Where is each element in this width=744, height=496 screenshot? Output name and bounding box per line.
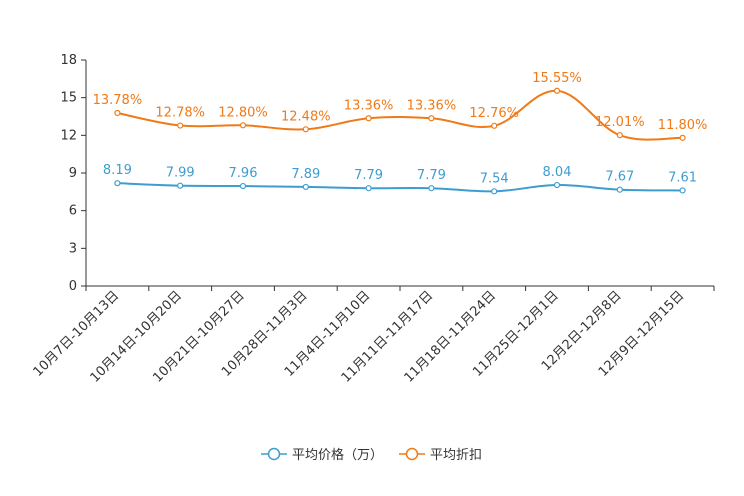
x-axis: 10月7日-10月13日10月14日-10月20日10月21日-10月27日10… [31, 285, 715, 386]
data-label: 12.78% [155, 106, 205, 121]
series-1: 8.19 7.99 7.96 7.89 7.79 7.79 7.54 8.04 7.67 7.61 [103, 163, 697, 195]
data-point[interactable] [302, 183, 309, 191]
data-point[interactable] [302, 126, 309, 133]
data-label: 7.79 [354, 168, 383, 183]
data-point[interactable] [177, 122, 184, 129]
data-label: 7.67 [605, 170, 634, 185]
y-tick-label: 12 [60, 128, 77, 143]
data-label: 7.79 [417, 168, 446, 183]
data-label: 12.76% [469, 106, 519, 121]
data-point[interactable] [491, 122, 498, 129]
data-point[interactable] [428, 115, 435, 122]
data-point[interactable] [491, 188, 498, 195]
data-point[interactable] [428, 185, 435, 192]
data-point[interactable] [114, 180, 121, 187]
legend-marker [267, 447, 281, 461]
legend-item-1[interactable]: 平均价格（万） [261, 447, 383, 463]
data-point[interactable] [616, 186, 623, 193]
data-point[interactable] [365, 115, 372, 122]
data-label: 7.96 [229, 166, 258, 181]
legend-marker [405, 447, 419, 461]
data-label: 7.99 [166, 166, 195, 181]
data-label: 8.04 [543, 165, 572, 180]
y-tick-label: 6 [69, 204, 77, 219]
legend-label: 平均价格（万） [292, 447, 383, 463]
y-tick-label: 18 [60, 53, 77, 68]
data-point[interactable] [239, 182, 247, 190]
y-tick-label: 3 [69, 241, 77, 256]
data-label: 12.48% [281, 109, 331, 124]
data-label: 13.36% [407, 98, 457, 113]
data-label: 7.54 [480, 171, 509, 186]
legend: 平均价格（万） 平均折扣 [261, 447, 482, 463]
data-label: 12.01% [595, 115, 645, 130]
data-label: 8.19 [103, 163, 132, 178]
data-point[interactable] [616, 132, 623, 139]
data-label: 13.78% [93, 93, 143, 108]
legend-item-2[interactable]: 平均折扣 [399, 447, 482, 463]
data-label: 7.89 [291, 167, 320, 182]
y-tick-label: 9 [69, 166, 77, 181]
data-point[interactable] [177, 182, 184, 189]
data-label: 12.80% [218, 105, 268, 120]
data-label: 13.36% [344, 98, 394, 113]
series-2: 13.78% 12.78% 12.80% 12.48% 13.36% 13.36% 12.7… [93, 71, 708, 141]
series-layer: 8.19 7.99 7.96 7.89 7.79 7.79 7.54 8.04 7.67 7.61… [93, 71, 708, 195]
data-label: 7.61 [668, 170, 697, 185]
data-point[interactable] [553, 87, 561, 94]
series-line [117, 89, 683, 141]
legend-label: 平均折扣 [430, 448, 482, 463]
data-point[interactable] [239, 122, 247, 129]
data-point[interactable] [679, 187, 686, 194]
y-tick-label: 15 [60, 91, 77, 106]
data-point[interactable] [553, 181, 561, 189]
data-label: 11.80% [658, 118, 708, 133]
data-point[interactable] [679, 134, 686, 141]
y-tick-label: 0 [69, 279, 77, 294]
y-axis: 0 3 6 9 12 15 18 [60, 53, 87, 294]
data-label: 15.55% [532, 71, 582, 86]
data-point[interactable] [114, 109, 121, 117]
series-line [117, 182, 683, 193]
data-point[interactable] [365, 185, 372, 192]
